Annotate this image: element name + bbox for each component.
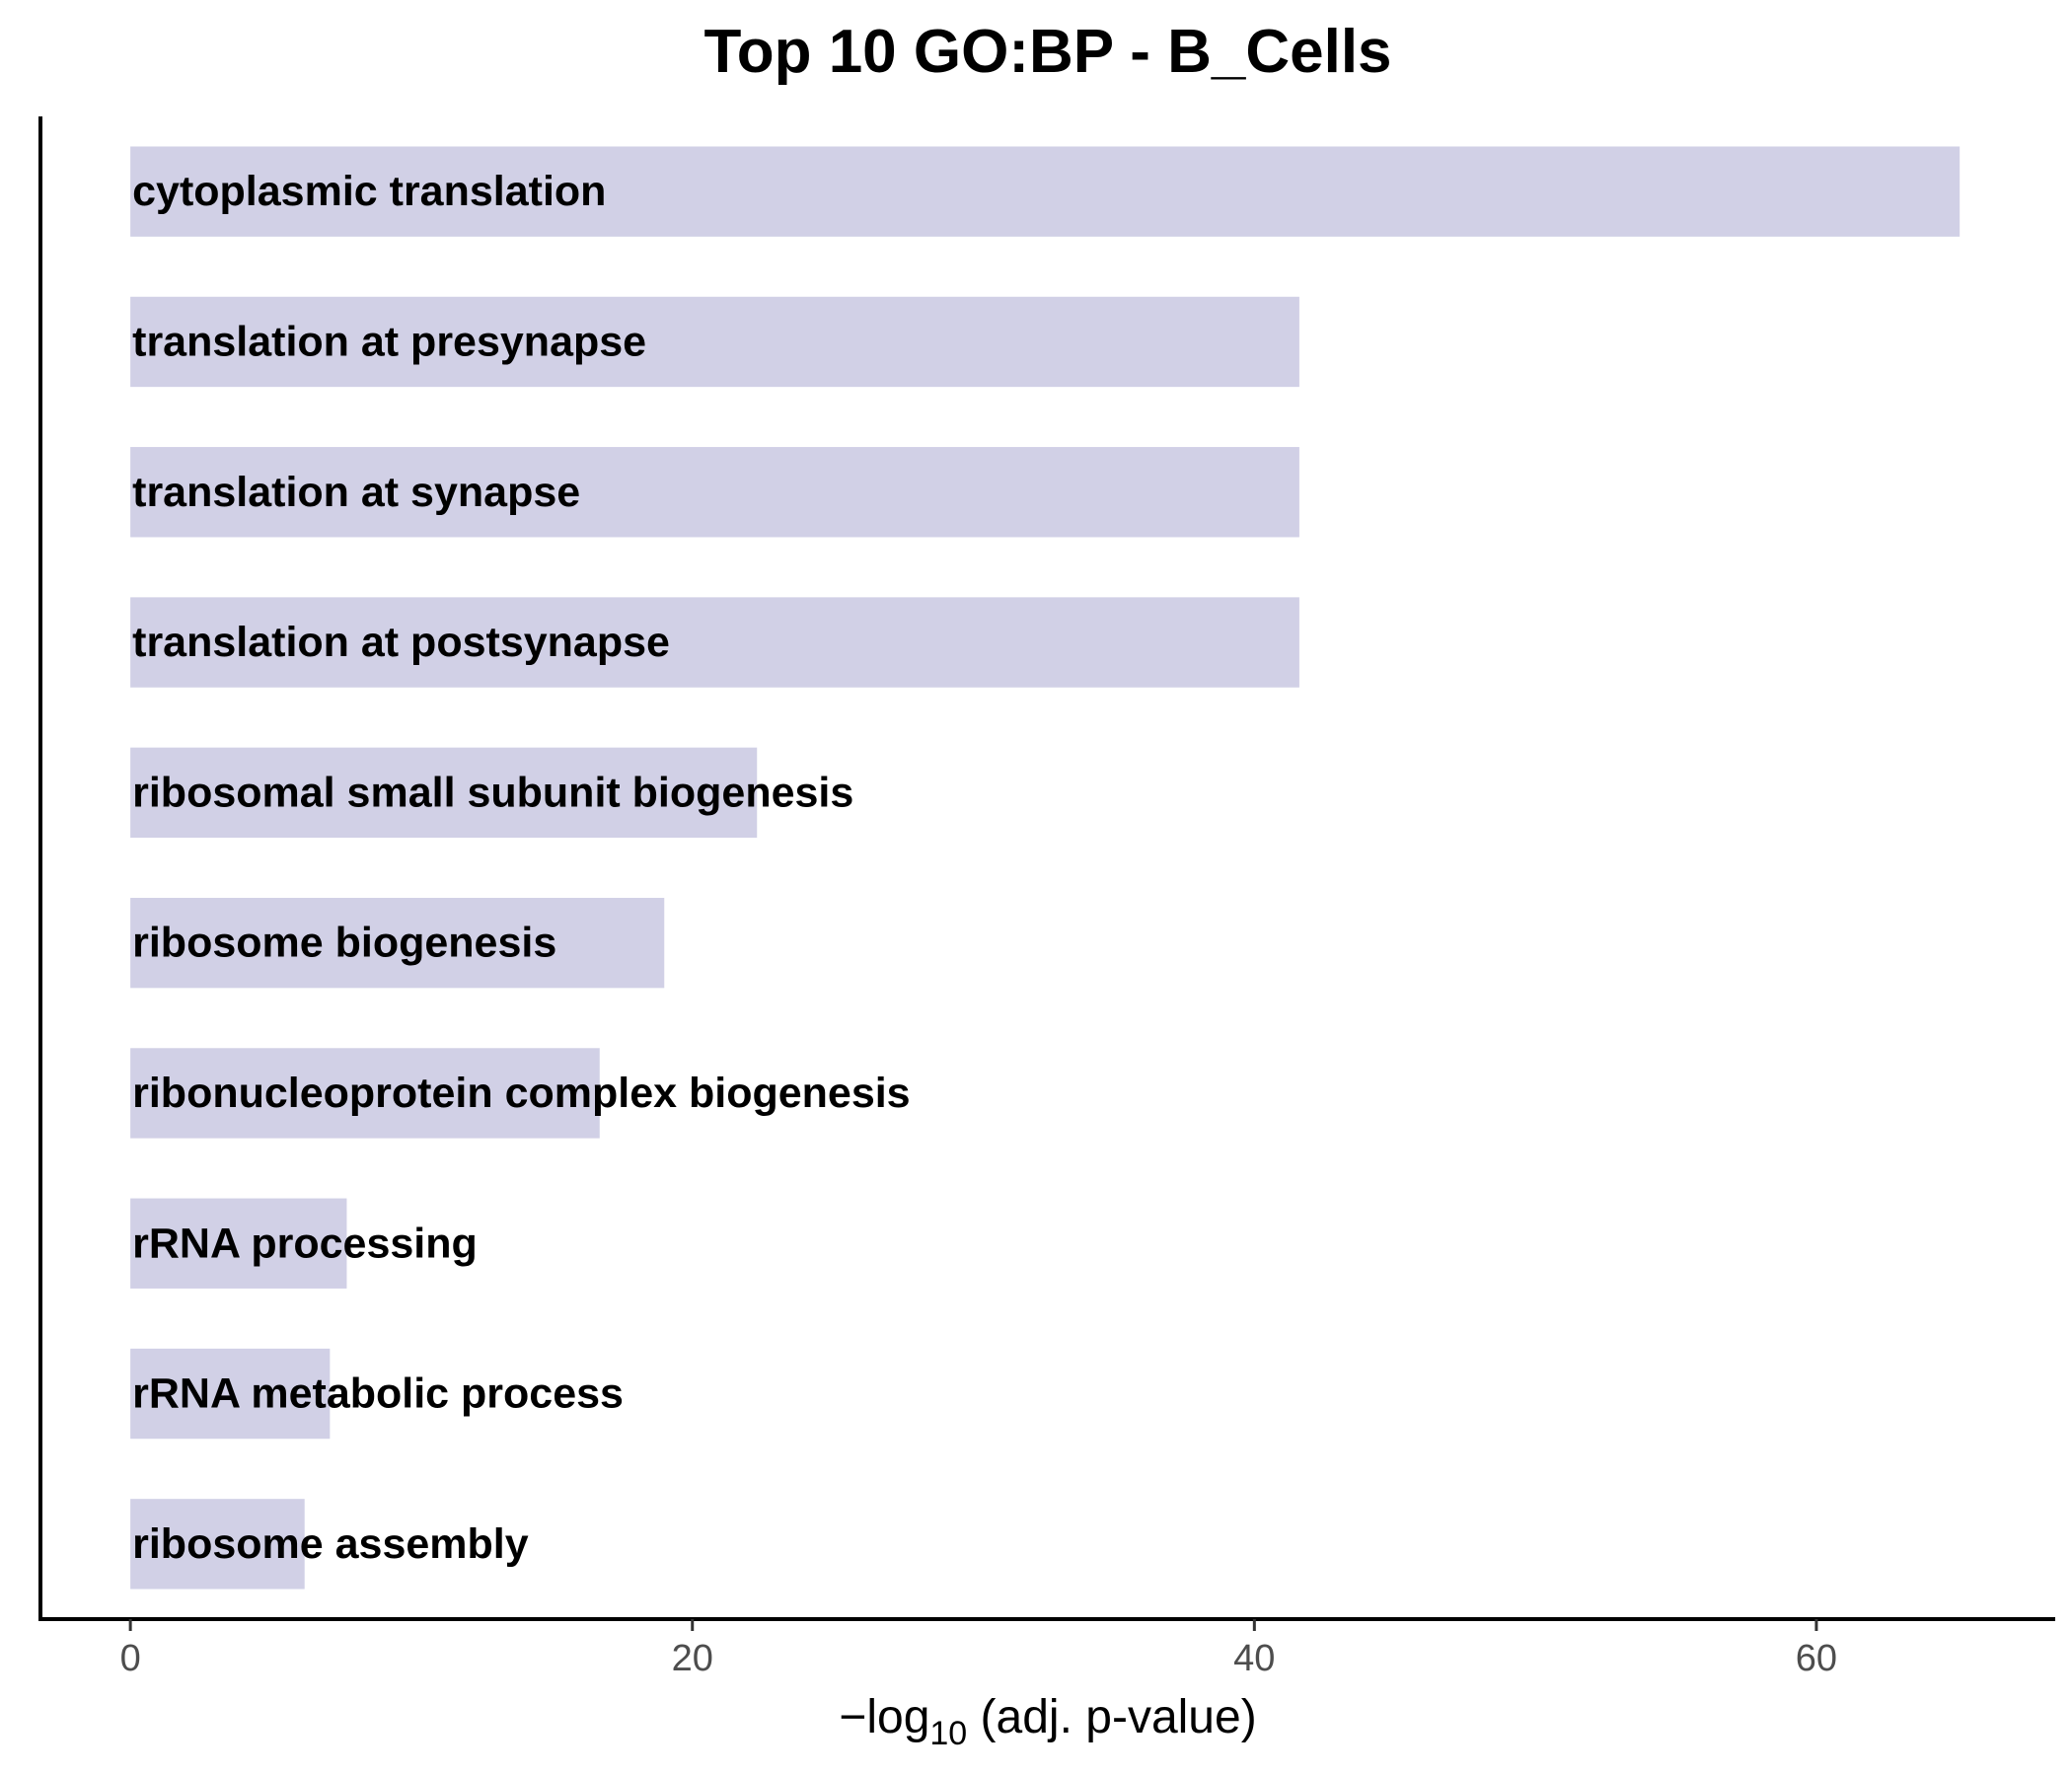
bar-label-2: translation at presynapse bbox=[132, 318, 646, 365]
x-axis-title-log: log bbox=[866, 1691, 929, 1743]
bar-label-8: rRNA processing bbox=[132, 1220, 478, 1267]
bar-3 bbox=[130, 447, 1299, 538]
bar-labels-group: cytoplasmic translation translation at pr… bbox=[132, 168, 910, 1568]
bar-2 bbox=[130, 296, 1299, 388]
x-axis-title-subscript: 10 bbox=[929, 1715, 967, 1752]
bar-7 bbox=[130, 1048, 600, 1139]
x-axis-title-minus: − bbox=[839, 1691, 866, 1743]
bar-label-9: rRNA metabolic process bbox=[132, 1370, 624, 1418]
x-tick-label-2: 20 bbox=[672, 1638, 713, 1679]
x-axis-title-rest: (adj. p-value) bbox=[967, 1691, 1256, 1743]
chart-title: Top 10 GO:BP - B_Cells bbox=[703, 18, 1391, 86]
bar-label-10: ribosome assembly bbox=[132, 1520, 529, 1568]
bar-label-4: translation at postsynapse bbox=[132, 619, 670, 666]
bar-label-6: ribosome biogenesis bbox=[132, 920, 556, 967]
bar-label-1: cytoplasmic translation bbox=[132, 168, 606, 215]
bars-group bbox=[130, 146, 1961, 1590]
bar-1 bbox=[130, 146, 1961, 237]
bar-5 bbox=[130, 747, 758, 839]
bar-10 bbox=[130, 1499, 305, 1590]
bar-4 bbox=[130, 597, 1299, 688]
x-tick-label-3: 40 bbox=[1233, 1638, 1275, 1679]
x-tick-label-1: 0 bbox=[120, 1638, 141, 1679]
x-tick-label-4: 60 bbox=[1796, 1638, 1837, 1679]
bar-label-5: ribosomal small subunit biogenesis bbox=[132, 769, 853, 816]
bar-label-3: translation at synapse bbox=[132, 469, 580, 516]
bar-9 bbox=[130, 1348, 331, 1440]
x-axis-title: −log10 (adj. p-value) bbox=[839, 1691, 1256, 1752]
bar-label-7: ribonucleoprotein complex biogenesis bbox=[132, 1070, 910, 1117]
x-ticks-group: 0 20 40 60 bbox=[120, 1619, 1837, 1679]
bar-6 bbox=[130, 897, 665, 989]
bar-8 bbox=[130, 1198, 347, 1289]
